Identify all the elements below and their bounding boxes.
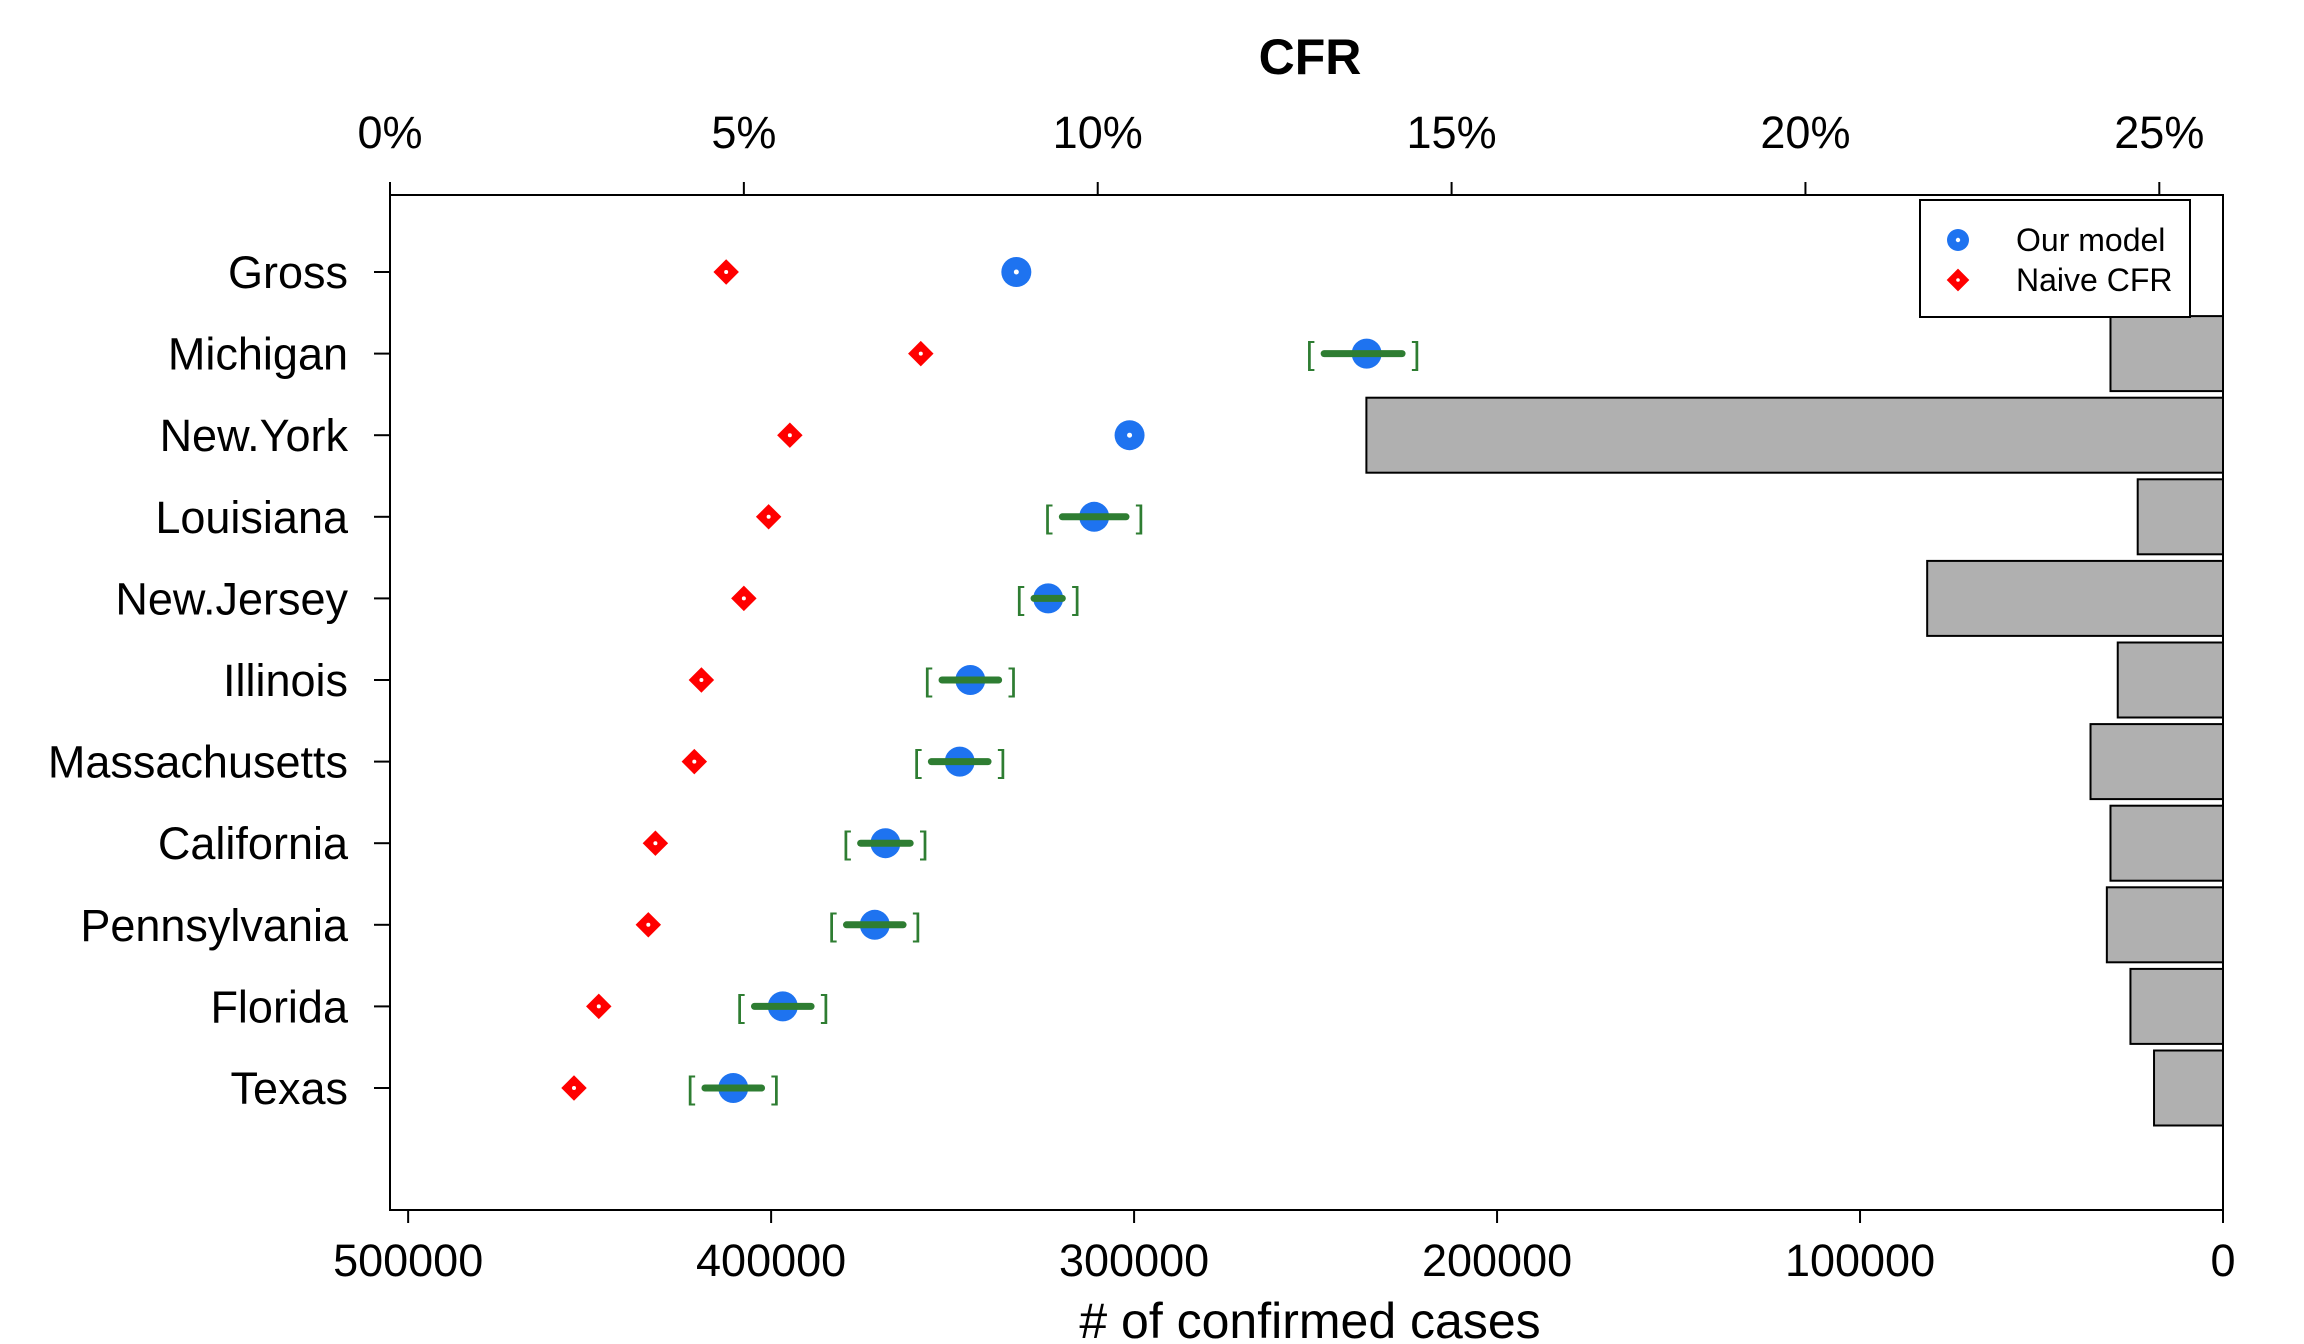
category-axis: Gross Michigan New.York Louisiana New.Jersey… — [48, 247, 390, 1114]
cases-axis: 500000 400000 300000 200000 100000 0 — [333, 1210, 2236, 1286]
ci-bracket-right-california: ] — [920, 825, 929, 861]
case-bar-pennsylvania — [2105, 886, 2225, 964]
ci-bracket-left-new.jersey: [ — [1016, 580, 1025, 616]
naive-cfr-point-center-florida — [596, 1004, 601, 1009]
naive-cfr-point-center-new.york — [787, 433, 792, 438]
legend-naive-cfr-marker-center — [1956, 278, 1960, 282]
our-model-point-center-new.york — [1127, 432, 1133, 438]
ci-bracket-left-massachusetts: [ — [913, 744, 922, 780]
category-label-michigan: Michigan — [168, 329, 348, 380]
cfr-tick-label: 0% — [357, 107, 422, 158]
cases-tick-label: 0 — [2210, 1235, 2235, 1286]
ci-bracket-left-california: [ — [842, 825, 851, 861]
our-model-point-center-gross — [1013, 269, 1019, 275]
cfr-tick-label: 25% — [2114, 107, 2204, 158]
cases-tick-label: 200000 — [1422, 1235, 1572, 1286]
cfr-tick-label: 10% — [1053, 107, 1143, 158]
cases-tick-label: 300000 — [1059, 1235, 1209, 1286]
case-bar-michigan — [2109, 315, 2225, 393]
category-label-new.york: New.York — [160, 410, 349, 461]
ci-bracket-left-texas: [ — [686, 1070, 695, 1106]
category-label-louisiana: Louisiana — [155, 492, 349, 543]
cfr-tick-label: 15% — [1407, 107, 1497, 158]
category-label-texas: Texas — [230, 1063, 348, 1114]
category-label-massachusetts: Massachusetts — [48, 737, 348, 788]
naive-cfr-point-center-louisiana — [766, 514, 771, 519]
ci-bracket-right-michigan: ] — [1412, 336, 1421, 372]
category-label-new.jersey: New.Jersey — [115, 573, 348, 624]
legend: Our model Naive CFR — [1919, 199, 2191, 318]
ci-bracket-left-illinois: [ — [924, 662, 933, 698]
ci-bracket-right-pennsylvania: ] — [913, 907, 922, 943]
cfr-tick-label: 5% — [711, 107, 776, 158]
category-label-illinois: Illinois — [223, 655, 348, 706]
cases-tick-label: 400000 — [696, 1235, 846, 1286]
case-bar-illinois — [2116, 641, 2224, 719]
x-axis-title: # of confirmed cases — [1079, 1293, 1540, 1344]
ci-bracket-left-florida: [ — [736, 988, 745, 1024]
naive-cfr-point-center-illinois — [699, 678, 704, 682]
ci-bracket-right-florida: ] — [821, 988, 830, 1024]
naive-cfr-point-center-california — [653, 841, 658, 846]
case-bar-massachusetts — [2089, 723, 2225, 801]
confirmed-cases-bars — [1365, 315, 2225, 1127]
cfr-tick-label: 20% — [1760, 107, 1850, 158]
naive-cfr-point-center-new.jersey — [741, 596, 746, 601]
ci-bracket-left-michigan: [ — [1306, 336, 1315, 372]
case-bar-california — [2109, 804, 2225, 882]
naive-cfr-point-center-gross — [724, 270, 729, 274]
ci-bracket-right-texas: ] — [771, 1070, 780, 1106]
chart-title: CFR — [1259, 29, 1362, 85]
naive-cfr-point-center-massachusetts — [692, 759, 697, 764]
case-bar-new.york — [1365, 396, 2225, 474]
ci-bracket-left-pennsylvania: [ — [828, 907, 837, 943]
legend-box — [1919, 199, 2191, 318]
legend-our-model-label: Our model — [2016, 222, 2165, 258]
cfr-axis: 0% 5% 10% 15% 20% 25% — [357, 107, 2204, 195]
series-markers: [] [] [] [] [] [] [] [] [] — [561, 257, 1420, 1106]
ci-bracket-right-massachusetts: ] — [998, 744, 1007, 780]
ci-bracket-right-louisiana: ] — [1136, 499, 1145, 535]
category-label-pennsylvania: Pennsylvania — [80, 900, 349, 951]
case-bar-louisiana — [2136, 478, 2224, 556]
case-bar-new.jersey — [1926, 559, 2224, 637]
legend-our-model-marker-center — [1955, 237, 1961, 243]
naive-cfr-point-center-pennsylvania — [646, 922, 651, 927]
category-label-california: California — [158, 818, 349, 869]
category-label-gross: Gross — [228, 247, 348, 298]
ci-bracket-right-illinois: ] — [1008, 662, 1017, 698]
naive-cfr-point-center-texas — [572, 1086, 577, 1090]
cases-tick-label: 500000 — [333, 1235, 483, 1286]
cases-tick-label: 100000 — [1785, 1235, 1935, 1286]
legend-naive-cfr-label: Naive CFR — [2016, 262, 2172, 298]
case-bar-texas — [2153, 1049, 2224, 1127]
category-label-florida: Florida — [210, 981, 349, 1032]
ci-bracket-left-louisiana: [ — [1044, 499, 1053, 535]
case-bar-florida — [2129, 967, 2225, 1045]
naive-cfr-point-center-michigan — [918, 351, 923, 356]
ci-bracket-right-new.jersey: ] — [1072, 580, 1081, 616]
